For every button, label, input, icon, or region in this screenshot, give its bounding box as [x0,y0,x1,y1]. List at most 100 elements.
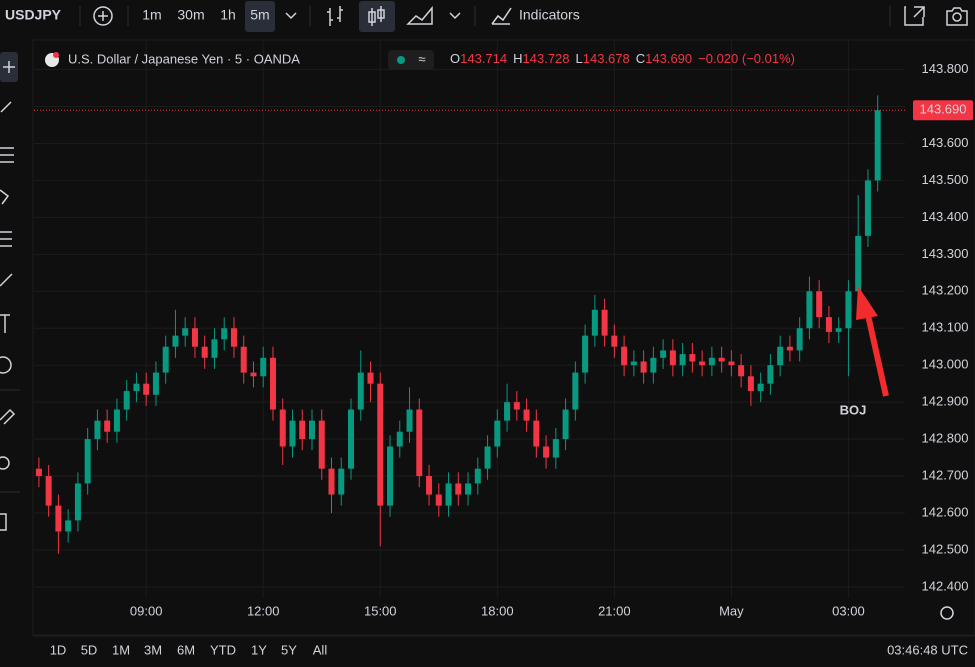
range-button[interactable]: 5D [81,642,98,657]
x-tick-label: 21:00 [598,603,631,618]
candle-body [182,328,189,336]
candles-icon[interactable] [368,6,385,26]
candle-body [45,476,52,506]
candle-body [806,291,813,329]
settings-icon[interactable] [940,606,954,620]
candle-body [543,446,550,458]
y-tick-label: 142.700 [922,467,969,482]
candle-body [74,483,81,521]
fullscreen-icon[interactable] [904,6,925,26]
range-button[interactable]: All [313,642,328,657]
candle-body [367,372,374,384]
candle-body [172,335,179,347]
candle-body [230,328,237,347]
candle-body [328,468,335,495]
candle-body [855,235,862,292]
candle-body [113,409,120,432]
y-tick-label: 142.500 [922,541,969,556]
candle-body [611,335,618,347]
y-tick-label: 142.900 [922,394,969,409]
candle-body [133,383,140,392]
interval[interactable]: 1h [220,7,236,23]
range-button[interactable]: 1Y [251,642,267,657]
symbol[interactable]: USDJPY [5,7,62,23]
y-tick-label: 142.800 [922,431,969,446]
candle-body [640,361,647,373]
candle-body [582,335,589,373]
candle-body [35,468,42,477]
candle-body [718,357,725,362]
candle-body [767,365,774,384]
ohlc: O143.714 H143.728 L143.678 C143.690 −0.020 (… [450,51,795,66]
candle-body [250,372,257,377]
arrow-head [856,286,878,320]
range-button[interactable]: 5Y [281,642,297,657]
interval[interactable]: 1m [142,7,161,23]
candle-body [201,346,208,358]
y-tick-label: 142.400 [922,578,969,593]
range-button[interactable]: 6M [177,642,195,657]
candle-body [504,402,511,421]
range-button[interactable]: YTD [210,642,236,657]
interval[interactable]: 30m [177,7,204,23]
candle-body [562,409,569,440]
add-symbol[interactable] [93,6,113,26]
candle-body [621,346,628,366]
x-tick-label: 12:00 [247,603,280,618]
left-toolbar [0,52,20,531]
candle-body [308,420,315,440]
symbol-title: U.S. Dollar / Japanese Yen · 5 · OANDA [68,51,300,66]
y-tick-label: 143.400 [922,209,969,224]
dropdown[interactable] [449,12,461,20]
candle-body [416,409,423,477]
y-tick-label: 142.600 [922,504,969,519]
x-tick-label: May [719,603,744,618]
range-bar: 1D 5D 1M 3M 6M YTD 1Y 5Y All [50,642,328,657]
range-button[interactable]: 1M [112,642,130,657]
candle-body [455,483,462,495]
candle-body [494,420,501,447]
annotation: BOJ [840,402,867,417]
candle-body [786,346,793,351]
candle-body [757,383,764,392]
candle-body [338,468,345,495]
candle-body [260,357,267,377]
interval[interactable]: 5m [250,7,269,23]
candle-body [396,431,403,447]
candle-body [572,372,579,410]
candle-body [513,402,520,410]
y-tick-label: 143.000 [922,357,969,372]
candle-body [152,372,159,395]
indicators-icon[interactable] [491,7,512,25]
range-button[interactable]: 1D [50,642,67,657]
candle-body [426,476,433,495]
dropdown[interactable] [285,12,297,20]
candle-body [650,357,657,373]
y-tick-label: 143.500 [922,172,969,187]
chart-type-bg [359,1,395,32]
candle-body [377,383,384,506]
screenshot-icon[interactable] [946,7,968,26]
candle-body [699,361,706,366]
clock: 03:46:48 UTC [887,642,968,657]
candle-body [55,505,62,532]
x-tick-label: 15:00 [364,603,397,618]
indicators[interactable]: Indicators [519,7,580,23]
candle-body [143,383,150,395]
candle-body [269,357,276,410]
bars-icon[interactable] [327,6,343,26]
last-price-label: 143.690 [920,102,967,117]
arrow [863,305,889,397]
area-icon[interactable] [406,5,433,25]
range-button[interactable]: 3M [144,642,162,657]
candle-body [601,309,608,336]
candle-body [660,350,667,358]
candle-body [708,357,715,366]
candle-body [679,354,686,366]
candle-body [221,328,228,340]
candle-body [65,520,72,532]
candle-body [796,328,803,351]
candle-body [211,339,218,358]
candle-body [123,391,130,410]
candle-body [191,328,198,347]
